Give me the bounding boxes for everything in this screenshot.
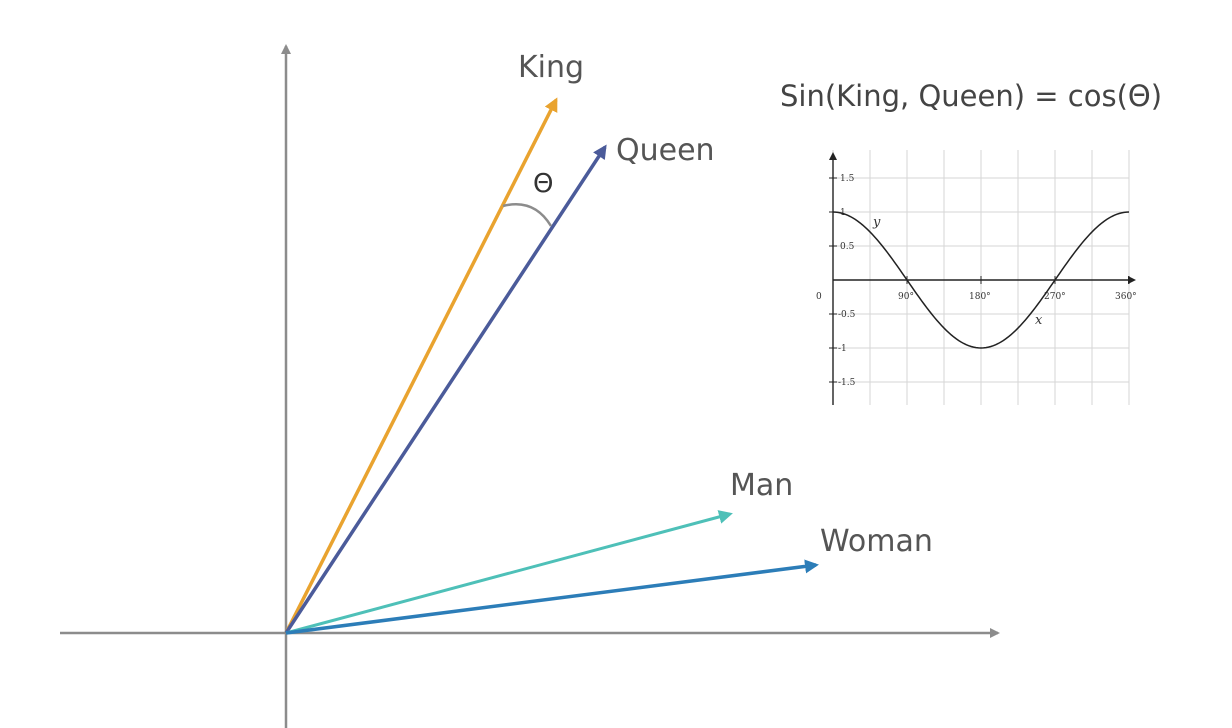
cosine-graph: 1.5 1 0.5 -0.5 -1 -1.5 0 90° 180° 270° 3… (816, 150, 1137, 405)
y-tick-label: -1 (838, 344, 847, 354)
x-tick-label: 270° (1044, 292, 1066, 302)
y-tick-label: -1.5 (838, 378, 856, 388)
graph-y-label: y (872, 215, 881, 230)
x-tick-label: 360° (1115, 292, 1137, 302)
man-label: Man (730, 468, 793, 503)
similarity-formula: Sin(King, Queen) = cos(Θ) (780, 79, 1162, 113)
angle-label: Θ (533, 169, 553, 199)
x-tick-label: 90° (898, 292, 914, 302)
graph-x-label: x (1035, 313, 1043, 328)
x-tick-label: 180° (969, 292, 991, 302)
y-tick-label: 0.5 (840, 242, 855, 252)
king-label: King (518, 50, 584, 85)
y-tick-label: -0.5 (838, 310, 856, 320)
queen-vector (284, 144, 607, 634)
origin-label: 0 (816, 292, 822, 302)
queen-label: Queen (616, 133, 715, 168)
woman-label: Woman (820, 524, 933, 559)
king-vector (284, 97, 558, 634)
main-axes (60, 44, 1000, 728)
man-vector (285, 510, 733, 635)
vectors (284, 97, 819, 635)
woman-vector (285, 559, 819, 635)
angle-arc (502, 203, 553, 227)
y-tick-label: 1.5 (840, 174, 855, 184)
cosine-curve (832, 211, 1130, 349)
